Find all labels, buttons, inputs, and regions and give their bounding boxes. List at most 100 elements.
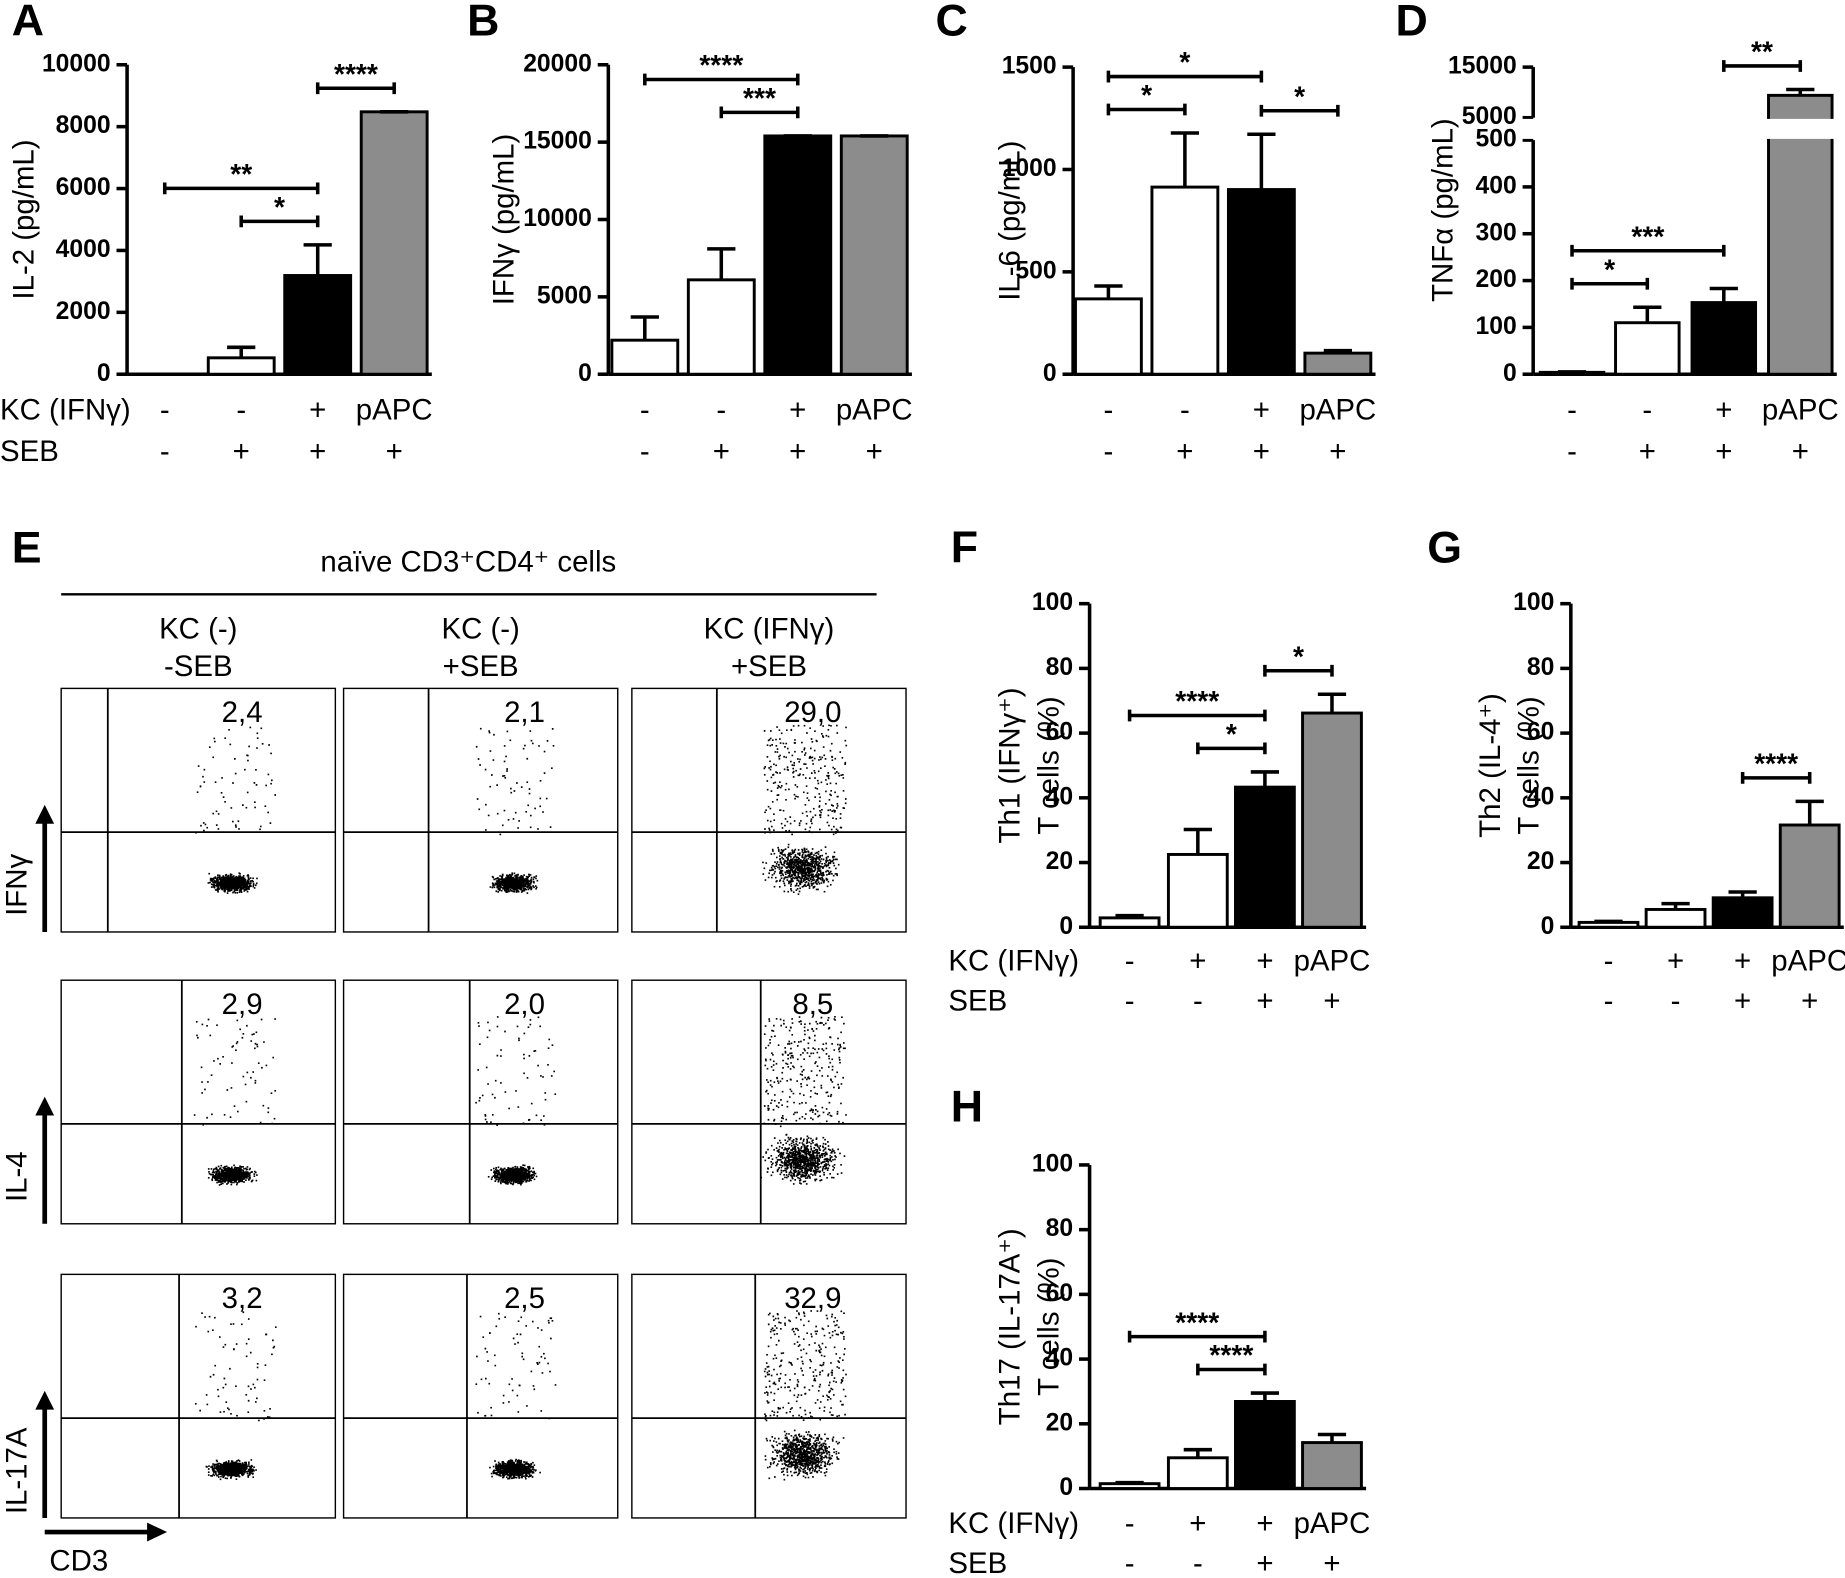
quadrant-percent: 3,2 xyxy=(222,1282,263,1315)
error-bar xyxy=(1661,901,1690,910)
y-axis-label: Th17 (IL-17A⁺) xyxy=(994,1228,1027,1425)
significance-label: **** xyxy=(1209,1339,1253,1371)
panel-letter: A xyxy=(12,0,44,45)
condition-label: + xyxy=(1715,394,1732,427)
condition-label: + xyxy=(1189,944,1206,977)
condition-label: - xyxy=(1125,984,1135,1017)
bar xyxy=(839,134,909,376)
error-bar xyxy=(1183,1447,1212,1458)
condition-label: + xyxy=(233,435,250,468)
error-bar xyxy=(1323,348,1352,354)
panel-letter: F xyxy=(951,524,978,573)
condition-label: - xyxy=(1104,435,1114,468)
significance-bracket xyxy=(315,82,396,95)
flow-plot xyxy=(342,687,619,933)
condition-label: - xyxy=(1604,944,1614,977)
condition-label: - xyxy=(716,394,726,427)
flow-plot xyxy=(342,1273,619,1519)
y-tick-label: 2000 xyxy=(56,298,111,325)
y-tick-label: 80 xyxy=(1527,654,1554,681)
significance-label: **** xyxy=(1754,748,1798,780)
condition-label: - xyxy=(236,394,246,427)
y-tick-label: 80 xyxy=(1046,654,1073,681)
condition-label: + xyxy=(1256,1547,1273,1578)
bar xyxy=(1150,185,1220,376)
bar xyxy=(1690,301,1758,376)
column-header: -SEB xyxy=(164,650,233,683)
y-tick-label: 0 xyxy=(1503,360,1517,387)
condition-label: - xyxy=(1125,1547,1135,1578)
significance-label: * xyxy=(1294,80,1305,112)
condition-label: - xyxy=(1125,944,1135,977)
significance-bracket xyxy=(1570,244,1726,257)
flow-plot xyxy=(60,687,337,933)
significance-label: *** xyxy=(1631,220,1664,252)
flow-events xyxy=(763,1310,847,1481)
bar xyxy=(283,274,353,376)
condition-name: SEB xyxy=(948,984,1007,1017)
condition-name: KC (IFNγ) xyxy=(948,1507,1079,1540)
column-header: KC (-) xyxy=(441,613,519,646)
bar xyxy=(1098,916,1161,929)
y-axis-label: Th2 (IL-4⁺) xyxy=(1474,693,1507,838)
flow-events xyxy=(475,1016,557,1186)
y-tick-label: 15000 xyxy=(523,128,592,155)
column-header: +SEB xyxy=(731,650,807,683)
y-tick-label: 60 xyxy=(1046,719,1073,746)
y-tick-label: 500 xyxy=(1015,257,1056,284)
bar xyxy=(610,338,680,376)
condition-label: - xyxy=(1180,394,1190,427)
y-axis-label: TNFα (pg/mL) xyxy=(1427,118,1460,302)
condition-label: - xyxy=(1567,435,1577,468)
bar xyxy=(1767,93,1834,376)
error-bar xyxy=(1115,1480,1144,1485)
error-bar xyxy=(1250,770,1280,788)
significance-bracket xyxy=(1106,70,1264,83)
condition-label: - xyxy=(1193,1547,1203,1578)
significance-bracket xyxy=(1196,742,1267,755)
condition-label: + xyxy=(1734,944,1751,977)
error-bar xyxy=(1786,87,1815,96)
condition-label: + xyxy=(1256,984,1273,1017)
y-axis-label: T cells (%) xyxy=(1033,696,1066,834)
y-arrow-head xyxy=(35,1390,55,1410)
error-bar xyxy=(303,243,332,276)
condition-label: + xyxy=(1176,435,1193,468)
y-tick-label: 20 xyxy=(1046,848,1073,875)
error-bar xyxy=(1728,890,1757,898)
y-tick-label: 400 xyxy=(1476,172,1517,199)
condition-label: + xyxy=(309,394,326,427)
bar xyxy=(686,278,756,376)
y-tick-label: 1000 xyxy=(1002,155,1057,182)
bar xyxy=(1778,823,1841,929)
condition-label: + xyxy=(1253,435,1270,468)
y-axis-label: T cells (%) xyxy=(1513,696,1546,834)
y-tick-label: 15000 xyxy=(1448,53,1517,80)
y-tick-label: 100 xyxy=(1032,589,1073,616)
error-bar xyxy=(1594,919,1623,924)
flow-events xyxy=(475,1312,557,1480)
condition-label: - xyxy=(1567,394,1577,427)
condition-label: + xyxy=(1253,394,1270,427)
flow-events xyxy=(193,1018,277,1186)
condition-label: - xyxy=(640,394,650,427)
y-tick-label: 10000 xyxy=(523,205,592,232)
flow-events xyxy=(760,1015,847,1185)
y-tick-label: 20000 xyxy=(523,50,592,77)
y-tick-label: 80 xyxy=(1046,1215,1073,1242)
significance-bracket xyxy=(1106,103,1187,116)
significance-bracket xyxy=(1259,104,1340,117)
bar xyxy=(1711,896,1774,929)
panel-letter: G xyxy=(1427,524,1462,573)
condition-label: - xyxy=(1125,1507,1135,1540)
significance-label: ** xyxy=(230,158,252,190)
condition-label: pAPC xyxy=(1294,1507,1371,1540)
error-bar xyxy=(707,247,736,280)
significance-label: * xyxy=(1141,79,1152,111)
x-axis-label: CD3 xyxy=(49,1544,108,1577)
y-tick-label: 60 xyxy=(1527,719,1554,746)
condition-label: pAPC xyxy=(836,394,913,427)
significance-bracket xyxy=(1127,709,1267,722)
significance-bracket xyxy=(1263,664,1334,677)
